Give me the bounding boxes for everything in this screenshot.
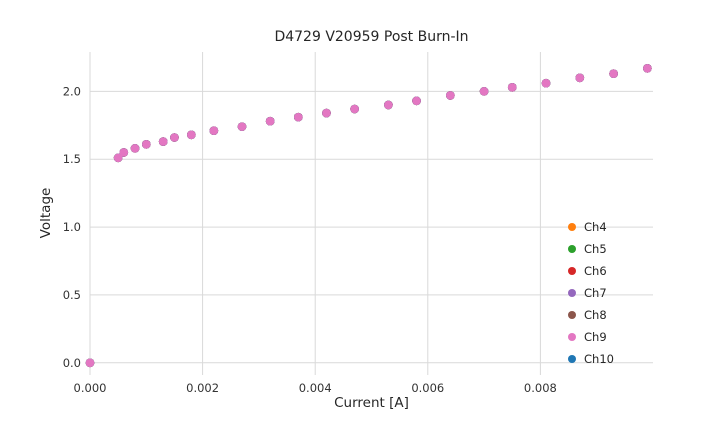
legend-marker-ch8	[568, 311, 576, 319]
x-tick-label: 0.008	[524, 381, 557, 395]
data-point-ch9	[119, 148, 129, 157]
data-point-ch9	[446, 91, 455, 100]
legend-marker-ch5	[568, 245, 576, 253]
x-tick-label: 0.006	[411, 381, 444, 395]
legend-marker-ch4	[568, 223, 576, 231]
y-tick-label: 1.5	[63, 152, 81, 166]
x-tick-label: 0.002	[186, 381, 219, 395]
data-point-ch9	[412, 96, 421, 106]
x-axis-label: Current [A]	[334, 395, 409, 411]
data-point-ch9	[130, 144, 140, 153]
legend-label-ch8: Ch8	[584, 308, 607, 322]
data-point-ch9	[158, 137, 168, 146]
y-tick-label: 2.0	[63, 84, 81, 98]
data-point-ch9	[507, 82, 517, 92]
x-tick-label: 0.004	[299, 381, 332, 395]
data-point-ch9	[609, 69, 618, 79]
data-point-ch9	[113, 153, 123, 163]
data-point-ch9	[209, 126, 219, 136]
data-point-ch9	[350, 104, 359, 114]
chart-title: D4729 V20959 Post Burn-In	[274, 29, 469, 45]
data-point-ch9	[384, 100, 393, 110]
legend-label-ch4: Ch4	[584, 220, 607, 234]
legend-label-ch9: Ch9	[584, 330, 607, 344]
legend-marker-ch9	[568, 333, 576, 341]
legend-label-ch10: Ch10	[584, 352, 614, 366]
legend-label-ch6: Ch6	[584, 264, 607, 278]
data-point-ch9	[479, 87, 489, 96]
data-point-ch9	[265, 116, 275, 126]
legend-marker-ch7	[568, 289, 576, 297]
legend-marker-ch10	[568, 355, 576, 363]
data-point-ch9	[170, 133, 179, 142]
y-tick-label: 0.5	[63, 288, 81, 302]
legend-marker-ch6	[568, 267, 576, 275]
data-point-ch9	[142, 139, 151, 149]
data-point-ch9	[237, 122, 247, 131]
data-point-ch9	[575, 73, 585, 83]
legend-label-ch5: Ch5	[584, 242, 607, 256]
data-point-ch9	[187, 130, 196, 140]
data-point-ch9	[643, 63, 652, 73]
y-tick-label: 1.0	[63, 220, 81, 234]
x-tick-label: 0.000	[74, 381, 107, 395]
data-point-ch9	[85, 358, 95, 368]
data-point-ch9	[294, 112, 303, 122]
data-point-ch9	[541, 78, 551, 88]
data-point-ch9	[322, 108, 331, 118]
y-axis-label: Voltage	[38, 187, 54, 239]
y-tick-label: 0.0	[63, 356, 81, 370]
legend-label-ch7: Ch7	[584, 286, 607, 300]
